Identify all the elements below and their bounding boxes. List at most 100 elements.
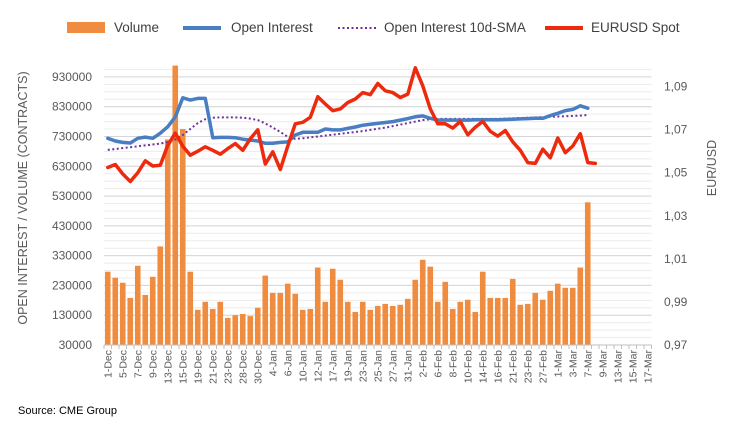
x-tick-label: 1-Dec — [103, 350, 115, 378]
volume-bar — [509, 278, 516, 345]
left-tick-label: 830000 — [52, 100, 92, 114]
x-tick-label: 27-Feb — [538, 350, 550, 383]
volume-bar — [479, 271, 486, 345]
legend-label-open-interest: Open Interest — [231, 20, 313, 35]
x-tick-label: 21-Feb — [508, 350, 520, 383]
x-tick-label: 19-Jan — [343, 350, 355, 382]
volume-bar — [532, 292, 539, 345]
volume-bar — [314, 267, 321, 345]
volume-bar — [554, 283, 561, 345]
x-tick-label: 7-Dec — [133, 350, 145, 378]
left-tick-label: 430000 — [52, 219, 92, 233]
volume-bar — [539, 299, 546, 345]
axes: 930000 830000 730000 630000 530000 430000 3300… — [52, 70, 688, 384]
volume-bar — [209, 308, 216, 345]
x-tick-label: 13-Dec — [163, 350, 175, 384]
legend-label-eurusd: EURUSD Spot — [591, 20, 680, 35]
volume-bar — [134, 265, 141, 345]
x-tick-label: 2-Feb — [418, 350, 430, 378]
x-tick-label: 6-Feb — [433, 350, 445, 378]
left-tick-label: 230000 — [52, 278, 92, 292]
right-tick-label: 1,03 — [664, 209, 688, 223]
volume-bar — [224, 317, 231, 345]
volume-bar — [284, 283, 291, 345]
x-tick-label: 27-Jan — [388, 350, 400, 382]
volume-bar — [389, 305, 396, 345]
volume-bar — [239, 314, 246, 345]
right-tick-label: 1,01 — [664, 252, 688, 266]
right-tick-label: 0,99 — [664, 295, 688, 309]
volume-bar — [472, 311, 479, 345]
right-tick-label: 1,05 — [664, 166, 688, 180]
volume-bar — [352, 311, 359, 345]
x-tick-label: 16-Feb — [493, 350, 505, 383]
x-tick-label: 13-Mar — [613, 350, 625, 384]
volume-bar — [397, 304, 404, 345]
left-axis-title: OPEN INTEREST / VOLUME (CONTRACTS) — [16, 71, 30, 324]
oi-sma-line — [107, 114, 588, 151]
volume-bar — [269, 292, 276, 345]
volume-bar — [487, 297, 494, 345]
x-tick-label: 15-Dec — [178, 350, 190, 384]
volume-bar — [502, 297, 509, 345]
volume-bar — [562, 287, 569, 345]
x-tick-label: 17-Jan — [328, 350, 340, 382]
volume-bar — [584, 202, 591, 345]
volume-bar — [322, 301, 329, 345]
volume-bar — [262, 275, 269, 345]
volume-bar — [307, 308, 314, 345]
volume-bar — [494, 297, 501, 345]
x-tick-label: 12-Jan — [313, 350, 325, 382]
right-tick-label: 1,07 — [664, 123, 688, 137]
volume-bar — [217, 301, 224, 345]
volume-bar — [344, 301, 351, 345]
x-tick-label: 17-Mar — [643, 350, 655, 384]
volume-bar — [119, 282, 126, 345]
volume-bar — [412, 279, 419, 345]
volume-bar — [157, 246, 164, 345]
right-axis-title: EUR/USD — [705, 140, 719, 196]
x-tick-label: 15-Mar — [628, 350, 640, 384]
left-tick-label: 930000 — [52, 70, 92, 84]
volume-bar — [232, 315, 239, 345]
volume-bar — [359, 301, 366, 345]
open-interest-line — [106, 96, 590, 146]
volume-bar — [202, 301, 209, 345]
right-tick-label: 1,09 — [664, 80, 688, 94]
volume-bars — [104, 65, 591, 346]
volume-bar — [374, 305, 381, 345]
volume-bar — [382, 303, 389, 345]
x-tick-label: 3-Mar — [568, 349, 580, 377]
volume-bar — [449, 308, 456, 345]
volume-bar — [427, 266, 434, 345]
volume-bar — [254, 307, 261, 345]
left-tick-label: 730000 — [52, 129, 92, 143]
eurusd-spot-line — [106, 66, 598, 184]
volume-bar — [337, 279, 344, 345]
volume-bar — [434, 301, 441, 345]
x-tick-label: 23-Jan — [358, 350, 370, 382]
volume-bar — [329, 268, 336, 345]
volume-bar — [547, 290, 554, 345]
x-tick-label: 4-Jan — [268, 350, 280, 376]
volume-bar — [292, 293, 299, 345]
x-tick-label: 23-Dec — [223, 350, 235, 384]
volume-bar — [247, 316, 254, 345]
volume-bar — [194, 309, 201, 345]
x-tick-label: 10-Feb — [463, 350, 475, 383]
x-tick-label: 30-Dec — [253, 350, 265, 384]
x-tick-label: 9-Dec — [148, 350, 160, 378]
legend-label-oi-sma: Open Interest 10d-SMA — [384, 20, 526, 35]
volume-bar — [404, 298, 411, 345]
volume-bar — [127, 297, 134, 345]
x-tick-label: 23-Feb — [523, 350, 535, 383]
volume-bar — [442, 281, 449, 345]
volume-bar — [149, 276, 156, 345]
volume-bar — [569, 287, 576, 345]
source-note: Source: CME Group — [18, 405, 117, 417]
x-tick-label: 21-Dec — [208, 350, 220, 384]
left-tick-label: 630000 — [52, 159, 92, 173]
x-tick-label: 28-Dec — [238, 350, 250, 384]
volume-bar — [457, 301, 464, 345]
